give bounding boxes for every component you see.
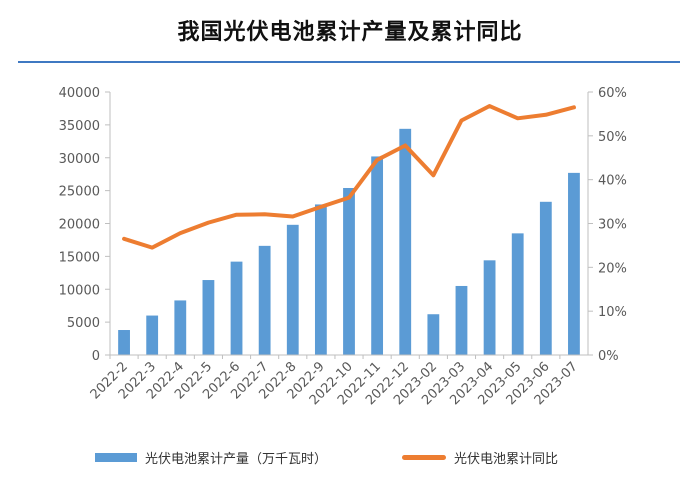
line-point-yoy: [404, 144, 407, 147]
left-tick-label: 25000: [59, 185, 100, 200]
bar-production: [511, 233, 524, 355]
right-tick-label: 10%: [598, 305, 627, 320]
line-point-yoy: [375, 158, 379, 162]
left-tick-label: 0: [92, 349, 100, 364]
legend-label-production: 光伏电池累计产量（万千瓦时）: [145, 451, 328, 467]
bar-production: [427, 314, 440, 355]
line-point-yoy: [291, 215, 294, 218]
bar-production: [455, 285, 468, 355]
line-point-yoy: [150, 246, 154, 249]
right-tick-label: 20%: [598, 261, 627, 276]
legend-item-production: 光伏电池累计产量（万千瓦时）: [95, 446, 327, 468]
line-point-yoy: [572, 106, 576, 109]
right-tick-label: 60%: [598, 86, 627, 101]
bar-production: [343, 187, 355, 355]
chart-title: 我国光伏电池累计产量及累计同比: [177, 20, 523, 45]
right-tick-label: 40%: [598, 174, 627, 189]
legend-swatch-bar: [95, 452, 137, 462]
line-point-yoy: [122, 237, 126, 241]
left-tick-label: 35000: [59, 119, 100, 134]
left-tick-label: 15000: [59, 250, 100, 265]
right-tick-label: 50%: [598, 130, 627, 145]
line-point-yoy: [347, 196, 351, 199]
bar-production: [118, 330, 130, 355]
bar-production: [230, 261, 243, 355]
line-point-yoy: [544, 113, 548, 116]
line-point-yoy: [235, 213, 238, 216]
bar-production: [146, 315, 159, 355]
right-tick-label: 30%: [598, 218, 627, 233]
line-point-yoy: [488, 104, 491, 108]
bar-production: [399, 128, 412, 355]
line-point-yoy: [432, 174, 435, 177]
left-tick-label: 5000: [67, 316, 100, 331]
line-point-yoy: [179, 231, 182, 235]
bar-production: [371, 156, 384, 355]
bar-production: [174, 300, 187, 355]
legend-swatch-line: [402, 454, 446, 460]
line-point-yoy: [460, 119, 463, 122]
chart-canvas: 0 5000 10000 15000 20000 25000 30000 35000 40000…: [59, 86, 627, 408]
right-tick-label: 0%: [598, 349, 619, 364]
line-point-yoy: [207, 221, 210, 224]
left-tick-label: 10000: [59, 283, 100, 298]
bar-production: [286, 224, 299, 355]
title-divider: [18, 61, 680, 63]
line-point-yoy: [319, 205, 323, 209]
bar-production: [539, 201, 552, 355]
left-tick-label: 20000: [59, 218, 100, 233]
bar-production: [483, 260, 496, 355]
bar-production: [258, 245, 271, 355]
bar-production: [568, 172, 580, 355]
line-point-yoy: [263, 213, 266, 216]
left-tick-label: 40000: [59, 86, 100, 101]
legend-item-yoy: 光伏电池累计同比: [402, 446, 558, 468]
bar-production: [202, 280, 215, 355]
legend-label-yoy: 光伏电池累计同比: [454, 451, 559, 467]
left-tick-label: 30000: [59, 152, 100, 167]
line-point-yoy: [516, 117, 519, 120]
bar-production: [314, 204, 327, 355]
